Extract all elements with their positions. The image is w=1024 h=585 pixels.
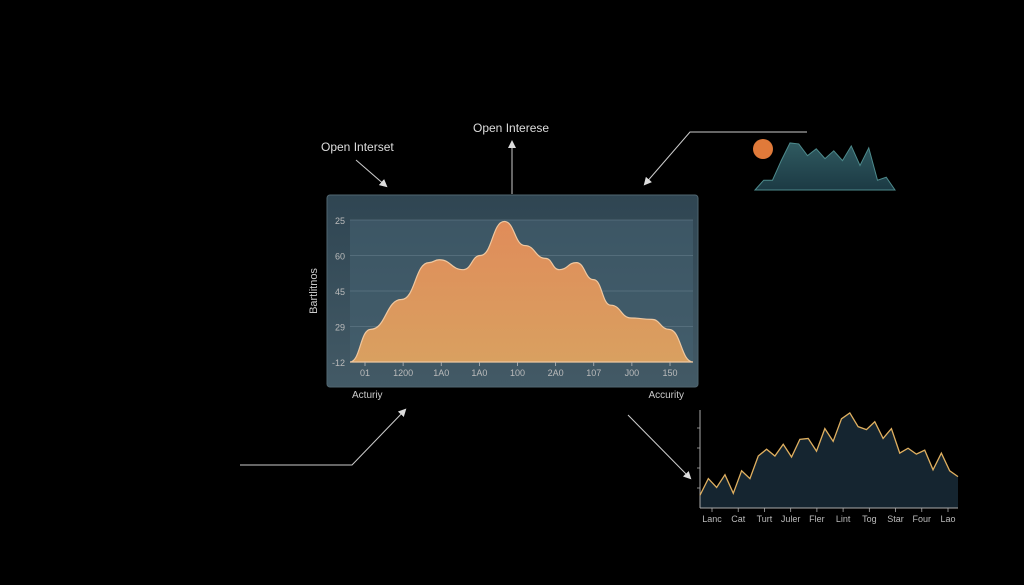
x-tick-label: 100 — [510, 368, 525, 378]
arrow-right-bottom — [627, 414, 692, 480]
arrow-left-bottom — [240, 408, 407, 466]
x-tick-label: Cat — [731, 514, 746, 524]
y-tick-label: -12 — [332, 358, 345, 368]
x-tick-label: 1A0 — [471, 368, 487, 378]
y-axis-label: Bartlitnos — [308, 268, 320, 314]
y-tick-label: 29 — [335, 323, 345, 333]
y-tick-label: 45 — [335, 287, 345, 297]
line-series — [699, 412, 959, 496]
arrow-right-top — [643, 131, 807, 186]
x-tick-label: Lint — [836, 514, 851, 524]
x-tick-label: Lanc — [702, 514, 722, 524]
x-tick-label: Tog — [862, 514, 877, 524]
x-tick-label: 1A0 — [433, 368, 449, 378]
x-tick-label: 150 — [662, 368, 677, 378]
mini-area-series — [753, 142, 896, 191]
line-chart-fill — [700, 412, 958, 508]
x-tick-label: Turt — [757, 514, 773, 524]
x-tick-label: 2A0 — [548, 368, 564, 378]
x-tick-label: 107 — [586, 368, 601, 378]
x-axis-label-right: Accurity — [648, 390, 684, 401]
x-tick-label: J00 — [625, 368, 640, 378]
annotation-label-left: Open Interset — [321, 140, 394, 154]
x-tick-label: 1200 — [393, 368, 413, 378]
y-tick-label: 25 — [335, 216, 345, 226]
annotation-label-top: Open Interese — [473, 121, 549, 135]
x-axis-label-left: Acturiy — [352, 390, 383, 401]
y-tick-label: 60 — [335, 252, 345, 262]
sun-icon — [753, 139, 773, 159]
x-tick-label: Star — [887, 514, 904, 524]
arrow-left — [355, 159, 388, 188]
x-tick-label: Four — [913, 514, 932, 524]
x-tick-label: 01 — [360, 368, 370, 378]
x-tick-label: Fler — [809, 514, 825, 524]
x-tick-label: Juler — [781, 514, 801, 524]
x-tick-label: Lao — [940, 514, 955, 524]
main-area-series — [349, 220, 694, 363]
